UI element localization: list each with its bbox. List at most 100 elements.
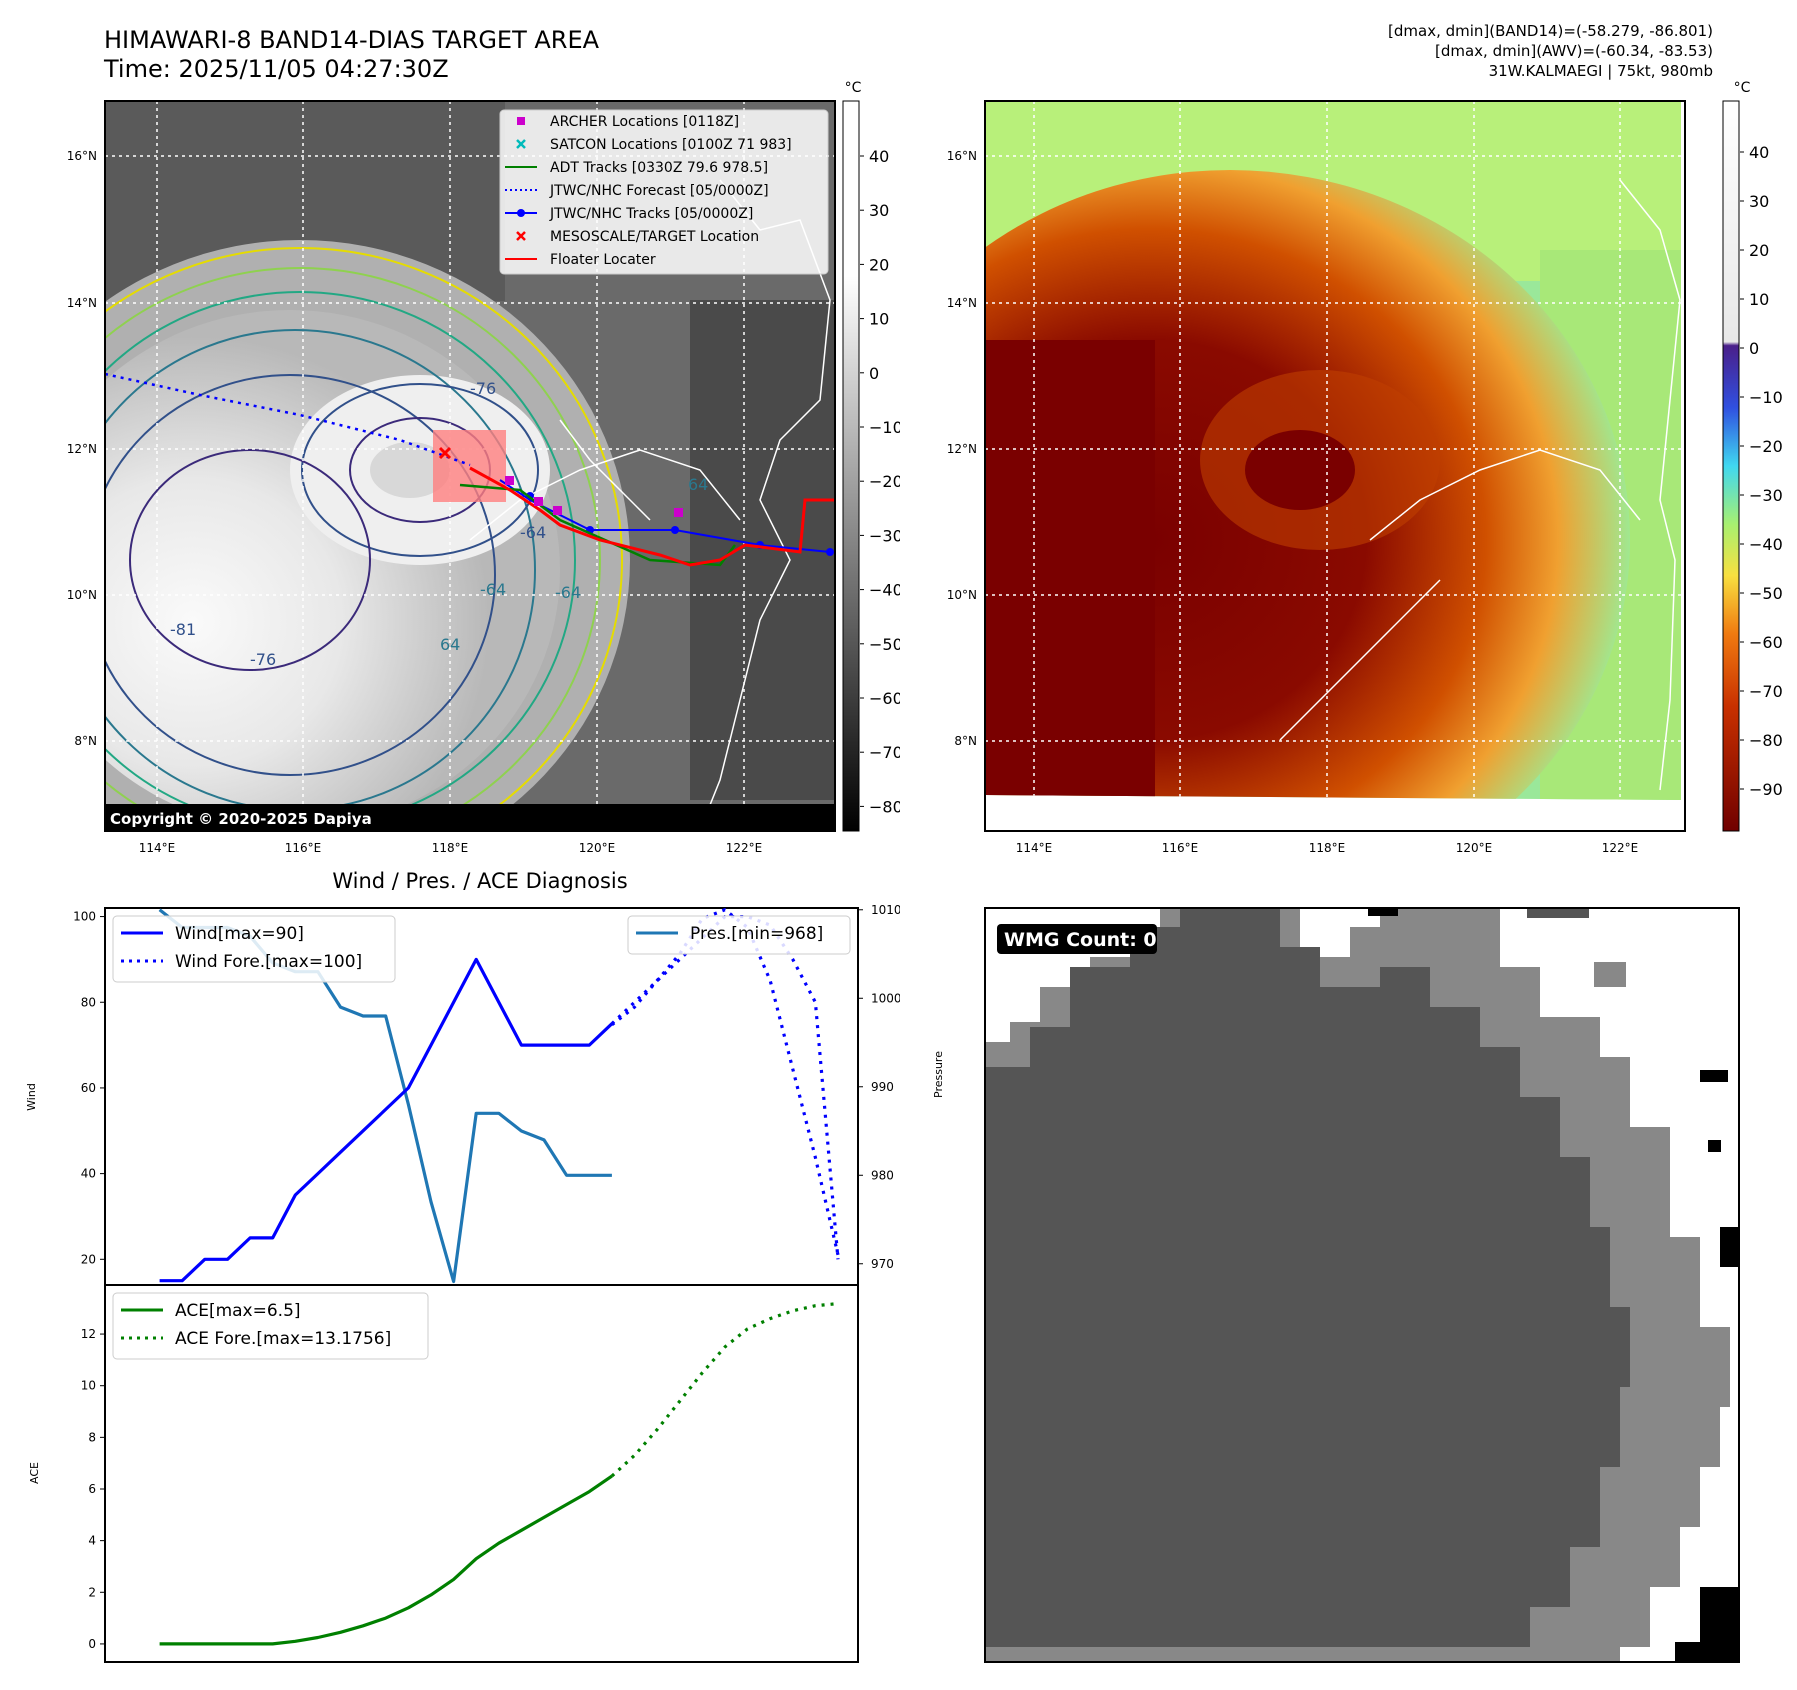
colorbar-tick-label: 20 bbox=[869, 255, 889, 274]
satcon-marker bbox=[516, 139, 526, 149]
awv-imagery bbox=[985, 101, 1681, 800]
lat-tick-label: 14°N bbox=[947, 296, 977, 310]
wind-forecast-line bbox=[610, 914, 840, 1260]
awv-lat-labels: 16°N 14°N 12°N 10°N 8°N bbox=[947, 149, 977, 748]
ytick-label: 80 bbox=[81, 995, 96, 1009]
colorbar-tick-label: 10 bbox=[1749, 290, 1769, 309]
ir-lat-labels: 16°N 14°N 12°N 10°N 8°N bbox=[67, 149, 97, 748]
colorbar-tick-label: −50 bbox=[869, 635, 900, 654]
ace-ylabel: ACE bbox=[28, 1462, 41, 1484]
lat-tick-label: 8°N bbox=[74, 734, 97, 748]
colorbar-tick-label: 40 bbox=[1749, 143, 1769, 162]
ytick-label: 4 bbox=[88, 1534, 96, 1548]
ytick-label: 40 bbox=[81, 1167, 96, 1181]
diagnosis-title: Wind / Pres. / ACE Diagnosis bbox=[332, 869, 627, 893]
contour-label: -76 bbox=[250, 650, 276, 669]
legend-label: ADT Tracks [0330Z 79.6 978.5] bbox=[550, 160, 768, 176]
colorbar-tick-label: −80 bbox=[1749, 731, 1783, 750]
ir-legend: ARCHER Locations [0118Z] SATCON Location… bbox=[499, 109, 829, 275]
ace-line bbox=[159, 1474, 613, 1646]
awv-map-frame bbox=[984, 100, 1686, 832]
awv-map-panel: °C 403020100−10−20−30−40−50−60−70−80−90 … bbox=[947, 80, 1783, 855]
colorbar-tick-label: −40 bbox=[1749, 535, 1783, 554]
lon-tick-label: 118°E bbox=[432, 841, 469, 855]
ir-imagery: -76 -64 64 -64 -81 -76 64 -64 Copyright … bbox=[105, 101, 835, 831]
mesoscale-marker bbox=[516, 231, 526, 241]
ace-yticks: 0 2 4 6 8 10 12 bbox=[81, 1327, 105, 1651]
pressure-ylabel: Pressure bbox=[932, 1051, 945, 1098]
contour-label: 64 bbox=[688, 475, 708, 494]
contour-label: -76 bbox=[470, 379, 496, 398]
awv-colorbar-ticks: 40 30 20 10 0 −10 −20 −30 −40 −50 −60 −70 −80 −90 bbox=[1740, 143, 1783, 799]
colorbar-tick-label: 30 bbox=[869, 201, 889, 220]
ace-fore-legend-label: ACE Fore.[max=13.1756] bbox=[175, 1329, 391, 1349]
ir-colorbar bbox=[842, 100, 860, 832]
wind-ylabel: Wind bbox=[25, 1083, 38, 1111]
contour-label: -64 bbox=[520, 523, 546, 542]
map-title-line2: Time: 2025/11/05 04:27:30Z bbox=[104, 55, 449, 83]
ytick-label: 1010 bbox=[871, 903, 900, 917]
lat-tick-label: 14°N bbox=[67, 296, 97, 310]
colorbar-tick-label: −20 bbox=[1749, 437, 1783, 456]
ir-colorbar-unit: °C bbox=[845, 80, 862, 96]
ytick-label: 20 bbox=[81, 1252, 96, 1266]
lon-tick-label: 120°E bbox=[579, 841, 616, 855]
colorbar-tick-label: −60 bbox=[1749, 633, 1783, 652]
contour-label: -81 bbox=[170, 620, 196, 639]
colorbar-tick-label: −70 bbox=[869, 743, 900, 762]
colorbar-tick-label: −30 bbox=[1749, 486, 1783, 505]
map-title-line1: HIMAWARI-8 BAND14-DIAS TARGET AREA bbox=[104, 26, 600, 54]
ace-series-group bbox=[159, 1302, 839, 1646]
colorbar-tick-label: 0 bbox=[869, 364, 879, 383]
lon-tick-label: 120°E bbox=[1456, 841, 1493, 855]
contour-label: 64 bbox=[440, 635, 460, 654]
legend-label: JTWC/NHC Forecast [05/0000Z] bbox=[549, 183, 769, 199]
colorbar-tick-label: −40 bbox=[869, 581, 900, 600]
info-line1: [dmax, dmin](BAND14)=(-58.279, -86.801) bbox=[1388, 22, 1713, 40]
pressure-legend: Pres.[min=968] bbox=[627, 915, 851, 955]
colorbar-tick-label: −20 bbox=[869, 472, 900, 491]
ytick-label: 0 bbox=[88, 1637, 96, 1651]
legend-label: ARCHER Locations [0118Z] bbox=[550, 114, 739, 130]
lat-tick-label: 8°N bbox=[954, 734, 977, 748]
lon-tick-label: 118°E bbox=[1309, 841, 1346, 855]
pressure-forecast-line bbox=[610, 908, 840, 1256]
lon-tick-label: 122°E bbox=[1602, 841, 1639, 855]
archer-marker bbox=[517, 117, 525, 125]
diagnosis-panel: Wind / Pres. / ACE Diagnosis 20406080100… bbox=[25, 869, 900, 1663]
wind-line bbox=[159, 957, 614, 1283]
legend-label: Floater Locater bbox=[550, 252, 656, 268]
ace-legend-label: ACE[max=6.5] bbox=[175, 1301, 301, 1321]
colorbar-tick-label: −30 bbox=[869, 526, 900, 545]
colorbar-tick-label: 20 bbox=[1749, 241, 1769, 260]
jtwc-track bbox=[499, 479, 831, 553]
jtwc-forecast-track bbox=[105, 372, 471, 467]
info-line3: 31W.KALMAEGI | 75kt, 980mb bbox=[1488, 62, 1713, 80]
info-line2: [dmax, dmin](AWV)=(-60.34, -83.53) bbox=[1434, 42, 1713, 60]
ytick-label: 6 bbox=[88, 1482, 96, 1496]
colorbar-tick-label: −80 bbox=[869, 797, 900, 816]
wind-legend: Wind[max=90] Wind Fore.[max=100] bbox=[112, 915, 396, 983]
lon-tick-label: 114°E bbox=[1016, 841, 1053, 855]
colorbar-tick-label: −10 bbox=[869, 418, 900, 437]
copyright-text: Copyright © 2020-2025 Dapiya bbox=[110, 810, 372, 828]
colorbar-tick-label: 40 bbox=[869, 147, 889, 166]
lat-tick-label: 12°N bbox=[67, 442, 97, 456]
wmg-count-box bbox=[997, 924, 1157, 954]
pressure-legend-label: Pres.[min=968] bbox=[690, 924, 823, 944]
lat-tick-label: 16°N bbox=[947, 149, 977, 163]
contour-label: -64 bbox=[480, 580, 506, 599]
ace-legend: ACE[max=6.5] ACE Fore.[max=13.1756] bbox=[112, 1292, 429, 1360]
wind-yticks: 20 40 60 80 100 bbox=[73, 910, 105, 1266]
colorbar-tick-label: 10 bbox=[869, 310, 889, 329]
colorbar-tick-label: −60 bbox=[869, 689, 900, 708]
colorbar-tick-label: −10 bbox=[1749, 388, 1783, 407]
colorbar-tick-label: 0 bbox=[1749, 339, 1759, 358]
ir-lon-labels: 114°E 116°E 118°E 120°E 122°E bbox=[139, 841, 763, 855]
colorbar-tick-label: 30 bbox=[1749, 192, 1769, 211]
wmg-count-label: WMG Count: 0 bbox=[1004, 929, 1157, 951]
wind-legend-label: Wind[max=90] bbox=[175, 924, 304, 944]
wmg-frame bbox=[984, 907, 1740, 1663]
copyright-band bbox=[105, 804, 835, 831]
floater-locator-track bbox=[469, 466, 835, 567]
